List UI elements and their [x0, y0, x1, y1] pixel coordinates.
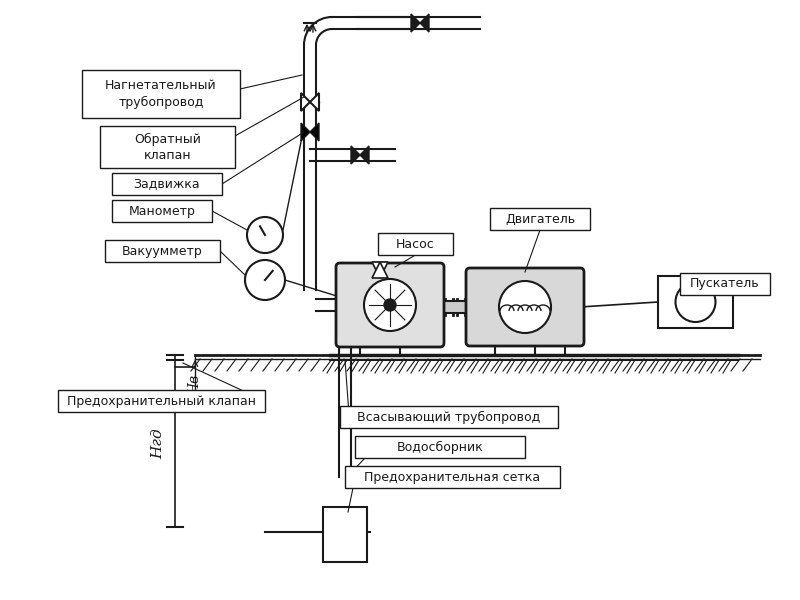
Polygon shape: [411, 14, 420, 32]
FancyBboxPatch shape: [680, 273, 770, 295]
FancyBboxPatch shape: [105, 240, 220, 262]
Text: Предохранительный клапан: Предохранительный клапан: [67, 395, 256, 407]
Text: Задвижка: Задвижка: [134, 178, 200, 191]
Text: Предохранительная сетка: Предохранительная сетка: [365, 470, 541, 484]
Text: Нгд: Нгд: [151, 428, 165, 459]
Polygon shape: [372, 262, 388, 278]
Polygon shape: [420, 14, 429, 32]
Text: Пускатель: Пускатель: [690, 277, 760, 290]
Text: Всасывающий трубопровод: Всасывающий трубопровод: [358, 410, 541, 424]
FancyBboxPatch shape: [466, 268, 584, 346]
FancyBboxPatch shape: [336, 263, 444, 347]
FancyBboxPatch shape: [378, 233, 453, 255]
Polygon shape: [360, 146, 369, 164]
Polygon shape: [301, 93, 310, 111]
Circle shape: [364, 279, 416, 331]
Polygon shape: [351, 146, 360, 164]
Polygon shape: [310, 123, 319, 141]
FancyBboxPatch shape: [112, 200, 212, 222]
Bar: [323, 507, 367, 562]
Circle shape: [247, 217, 283, 253]
FancyBboxPatch shape: [100, 126, 235, 168]
FancyBboxPatch shape: [345, 466, 560, 488]
FancyBboxPatch shape: [340, 406, 558, 428]
Text: Водосборник: Водосборник: [397, 440, 483, 454]
Circle shape: [499, 281, 551, 333]
Bar: [658, 276, 733, 328]
Text: Насос: Насос: [396, 238, 435, 251]
Circle shape: [245, 260, 285, 300]
Polygon shape: [372, 262, 388, 278]
FancyBboxPatch shape: [58, 390, 265, 412]
Text: Нагнетательный
трубопровод: Нагнетательный трубопровод: [105, 79, 217, 109]
Text: Нв: Нв: [188, 375, 202, 395]
FancyBboxPatch shape: [490, 208, 590, 230]
FancyBboxPatch shape: [82, 70, 240, 118]
Text: Манометр: Манометр: [129, 205, 195, 217]
Circle shape: [675, 282, 715, 322]
FancyBboxPatch shape: [355, 436, 525, 458]
Polygon shape: [301, 123, 310, 141]
Polygon shape: [310, 93, 319, 111]
Circle shape: [384, 299, 396, 311]
Text: Обратный
клапан: Обратный клапан: [134, 133, 201, 161]
Text: Двигатель: Двигатель: [505, 212, 575, 226]
FancyBboxPatch shape: [112, 173, 222, 195]
Text: Вакуумметр: Вакуумметр: [122, 245, 203, 257]
